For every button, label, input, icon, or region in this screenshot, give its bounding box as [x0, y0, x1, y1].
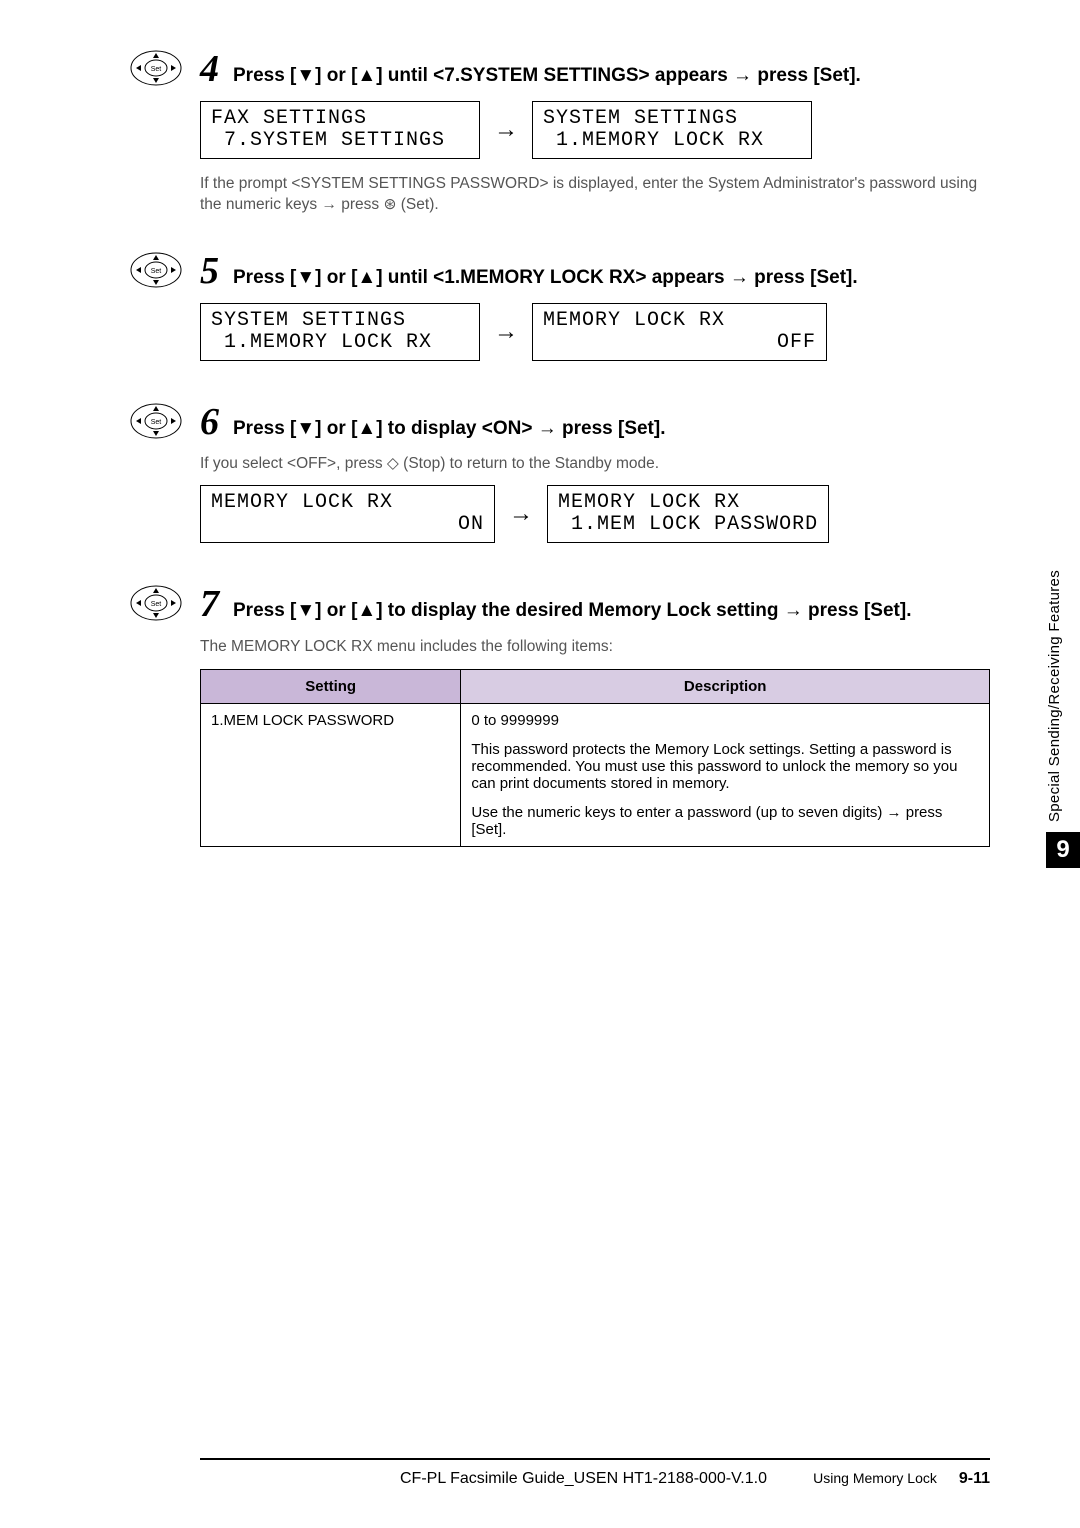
step-subtext: If the prompt <SYSTEM SETTINGS PASSWORD>… [200, 173, 990, 216]
step-number: 7 [200, 585, 219, 623]
step-content: 6 Press [▼] or [▲] to display <ON> → pre… [200, 403, 990, 557]
chapter-badge: 9 [1046, 832, 1080, 868]
step-header: 5 Press [▼] or [▲] until <1.MEMORY LOCK … [200, 252, 990, 291]
page-number: 9-11 [959, 1470, 990, 1488]
dpad-set-icon: Set [130, 50, 182, 86]
side-section-label: Special Sending/Receiving Features [1046, 570, 1063, 822]
footer-divider [200, 1458, 990, 1460]
lcd-row: SYSTEM SETTINGS 1.MEMORY LOCK RX → MEMOR… [200, 303, 990, 361]
table-row: 1.MEM LOCK PASSWORD 0 to 9999999 This pa… [201, 704, 990, 847]
step-7: Set 7 Press [▼] or [▲] to display the de… [200, 585, 990, 847]
manual-page: Set 4 Press [▼] or [▲] until <7.SYSTEM S… [0, 0, 1080, 1528]
step-title: Press [▼] or [▲] to display the desired … [233, 598, 911, 624]
arrow-icon: → [494, 116, 518, 144]
lcd-row: MEMORY LOCK RX ON → MEMORY LOCK RX 1.MEM… [200, 485, 990, 543]
step-icon-col: Set [130, 50, 200, 224]
table-header-description: Description [461, 670, 990, 704]
step-number: 6 [200, 403, 219, 441]
step-content: 4 Press [▼] or [▲] until <7.SYSTEM SETTI… [200, 50, 990, 224]
cell-setting: 1.MEM LOCK PASSWORD [201, 704, 461, 847]
step-icon-col: Set [130, 403, 200, 557]
step-5: Set 5 Press [▼] or [▲] until <1.MEMORY L… [200, 252, 990, 375]
dpad-set-icon: Set [130, 585, 182, 621]
step-pre-subtext: If you select <OFF>, press ◇ (Stop) to r… [200, 453, 990, 475]
lcd-display-left: SYSTEM SETTINGS 1.MEMORY LOCK RX [200, 303, 480, 361]
lcd-row: FAX SETTINGS 7.SYSTEM SETTINGS → SYSTEM … [200, 101, 990, 159]
lcd-display-left: MEMORY LOCK RX ON [200, 485, 495, 543]
settings-table-wrap: Setting Description 1.MEM LOCK PASSWORD … [200, 669, 990, 847]
step-subtext: The MEMORY LOCK RX menu includes the fol… [200, 636, 990, 658]
table-header-setting: Setting [201, 670, 461, 704]
step-title: Press [▼] or [▲] until <1.MEMORY LOCK RX… [233, 265, 858, 291]
side-tab: Special Sending/Receiving Features 9 [1046, 570, 1080, 868]
step-number: 5 [200, 252, 219, 290]
desc-bot: Use the numeric keys to enter a password… [471, 804, 979, 838]
step-4: Set 4 Press [▼] or [▲] until <7.SYSTEM S… [200, 50, 990, 224]
step-content: 7 Press [▼] or [▲] to display the desire… [200, 585, 990, 847]
svg-text:Set: Set [151, 601, 162, 608]
desc-top: 0 to 9999999 [471, 712, 979, 729]
lcd-display-right: MEMORY LOCK RX 1.MEM LOCK PASSWORD [547, 485, 829, 543]
doc-id: CF-PL Facsimile Guide_USEN HT1-2188-000-… [400, 1470, 767, 1488]
step-title: Press [▼] or [▲] to display <ON> → press… [233, 416, 666, 442]
arrow-icon: → [509, 500, 533, 528]
step-header: 4 Press [▼] or [▲] until <7.SYSTEM SETTI… [200, 50, 990, 89]
step-content: 5 Press [▼] or [▲] until <1.MEMORY LOCK … [200, 252, 990, 375]
settings-table: Setting Description 1.MEM LOCK PASSWORD … [200, 669, 990, 847]
svg-text:Set: Set [151, 66, 162, 73]
footer-label: Using Memory Lock [813, 1470, 937, 1486]
step-header: 7 Press [▼] or [▲] to display the desire… [200, 585, 990, 624]
arrow-icon: → [494, 318, 518, 346]
page-footer: Using Memory Lock 9-11 CF-PL Facsimile G… [200, 1458, 990, 1488]
dpad-set-icon: Set [130, 403, 182, 439]
step-header: 6 Press [▼] or [▲] to display <ON> → pre… [200, 403, 990, 442]
desc-mid: This password protects the Memory Lock s… [471, 741, 979, 792]
dpad-set-icon: Set [130, 252, 182, 288]
step-icon-col: Set [130, 252, 200, 375]
step-title: Press [▼] or [▲] until <7.SYSTEM SETTING… [233, 63, 861, 89]
cell-description: 0 to 9999999 This password protects the … [461, 704, 990, 847]
lcd-display-left: FAX SETTINGS 7.SYSTEM SETTINGS [200, 101, 480, 159]
lcd-display-right: MEMORY LOCK RX OFF [532, 303, 827, 361]
step-number: 4 [200, 50, 219, 88]
svg-text:Set: Set [151, 268, 162, 275]
lcd-display-right: SYSTEM SETTINGS 1.MEMORY LOCK RX [532, 101, 812, 159]
step-6: Set 6 Press [▼] or [▲] to display <ON> →… [200, 403, 990, 557]
step-icon-col: Set [130, 585, 200, 847]
svg-text:Set: Set [151, 419, 162, 426]
